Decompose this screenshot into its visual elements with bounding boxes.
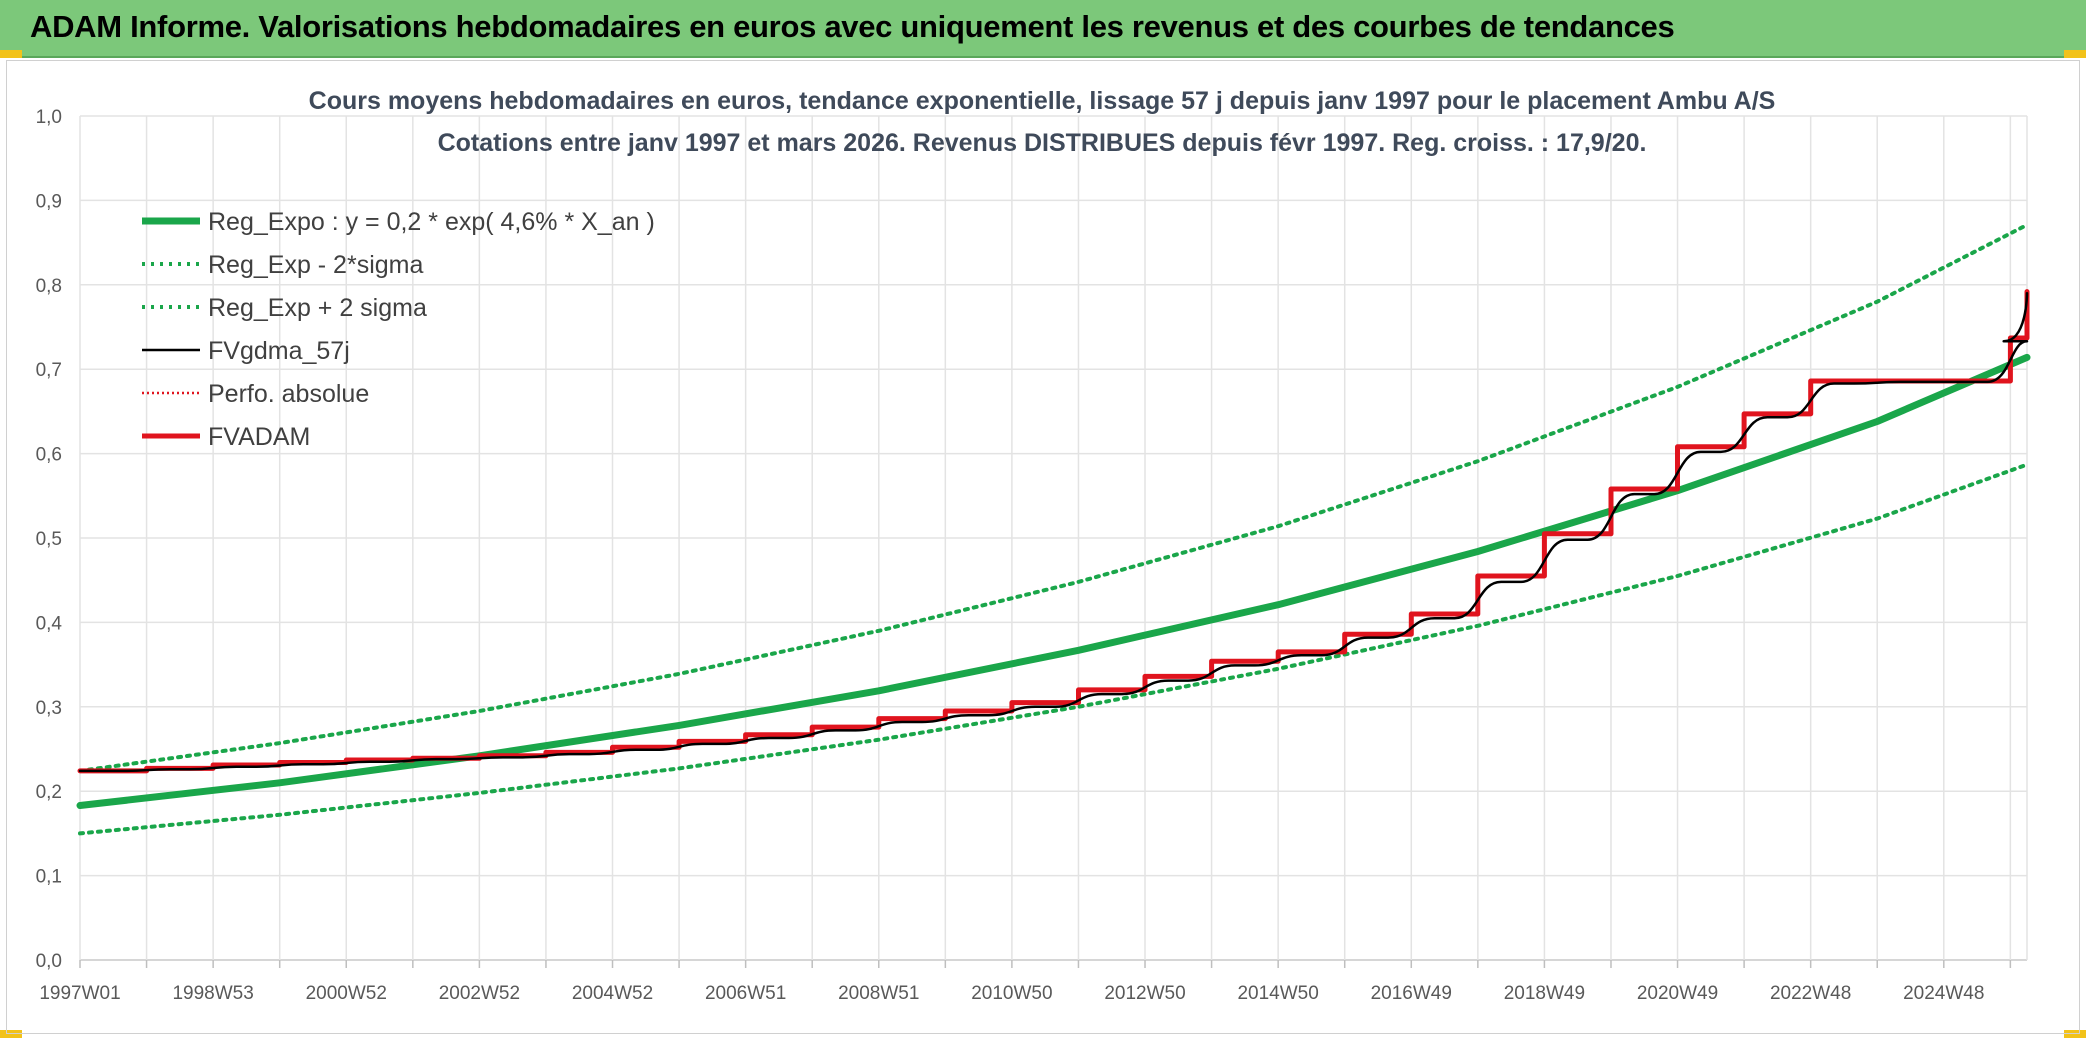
y-tick-label: 0,0 <box>36 951 62 972</box>
corner-accent-bottom-left <box>0 1030 22 1038</box>
chart-title: Cours moyens hebdomadaires en euros, ten… <box>309 87 1776 115</box>
chart-legend: Reg_Expo : y = 0,2 * exp( 4,6% * X_an ) R… <box>142 208 655 451</box>
x-tick-label: 2024W48 <box>1903 983 1984 1004</box>
x-tick-label: 2006W51 <box>705 983 786 1004</box>
series-line-3 <box>78 291 2029 773</box>
legend-label-2: Reg_Exp + 2 sigma <box>208 294 427 322</box>
series-line-2 <box>78 222 2029 773</box>
y-tick-label: 0,9 <box>36 191 62 212</box>
x-tick-label: 2010W50 <box>971 983 1052 1004</box>
x-tick-label: 2020W49 <box>1637 983 1718 1004</box>
y-tick-label: 0,3 <box>36 698 62 719</box>
x-tick-label: 2000W52 <box>306 983 387 1004</box>
legend-label-3: FVgdma_57j <box>208 337 350 365</box>
y-tick-label: 0,1 <box>36 867 62 888</box>
banner-title: ADAM Informe. Valorisations hebdomadaire… <box>30 9 1675 44</box>
x-tick-label: 1998W53 <box>172 983 253 1004</box>
legend-label-4: Perfo. absolue <box>208 380 369 408</box>
x-tick-label: 2016W49 <box>1371 983 1452 1004</box>
x-tick-label: 2002W52 <box>439 983 520 1004</box>
y-tick-label: 0,2 <box>36 782 62 803</box>
axis-layer: 0,0 0,1 0,2 0,3 0,4 0,5 0,6 0,7 0,8 0,9 1,0 1997W01… <box>36 107 2012 1004</box>
corner-accent-left <box>0 50 22 58</box>
report-banner: ADAM Informe. Valorisations hebdomadaire… <box>0 0 2086 58</box>
legend-label-5: FVADAM <box>208 423 310 451</box>
series-line-5 <box>77 289 2030 774</box>
series-layer <box>76 222 2031 836</box>
x-tick-label: 2022W48 <box>1770 983 1851 1004</box>
x-tick-label: 2018W49 <box>1504 983 1585 1004</box>
chart-frame <box>6 60 2080 1034</box>
grid-layer <box>79 115 2028 961</box>
x-tick-label: 2014W50 <box>1237 983 1318 1004</box>
legend-label-0: Reg_Expo : y = 0,2 * exp( 4,6% * X_an ) <box>208 208 655 236</box>
corner-accent-right <box>2064 50 2086 58</box>
x-tick-label: 2004W52 <box>572 983 653 1004</box>
y-tick-label: 1,0 <box>36 107 62 128</box>
chart-subtitle: Cotations entre janv 1997 et mars 2026. … <box>438 129 1647 157</box>
series-line-0 <box>76 353 2031 809</box>
y-tick-label: 0,4 <box>36 613 63 634</box>
corner-accent-bottom-right <box>2064 1030 2086 1038</box>
y-tick-label: 0,5 <box>36 529 62 550</box>
series-line-1 <box>78 462 2029 836</box>
y-tick-label: 0,7 <box>36 360 62 381</box>
y-tick-label: 0,8 <box>36 276 62 297</box>
x-tick-label: 1997W01 <box>39 983 120 1004</box>
x-tick-label: 2012W50 <box>1104 983 1185 1004</box>
y-tick-label: 0,6 <box>36 445 62 466</box>
legend-label-1: Reg_Exp - 2*sigma <box>208 251 423 279</box>
x-tick-label: 2008W51 <box>838 983 919 1004</box>
